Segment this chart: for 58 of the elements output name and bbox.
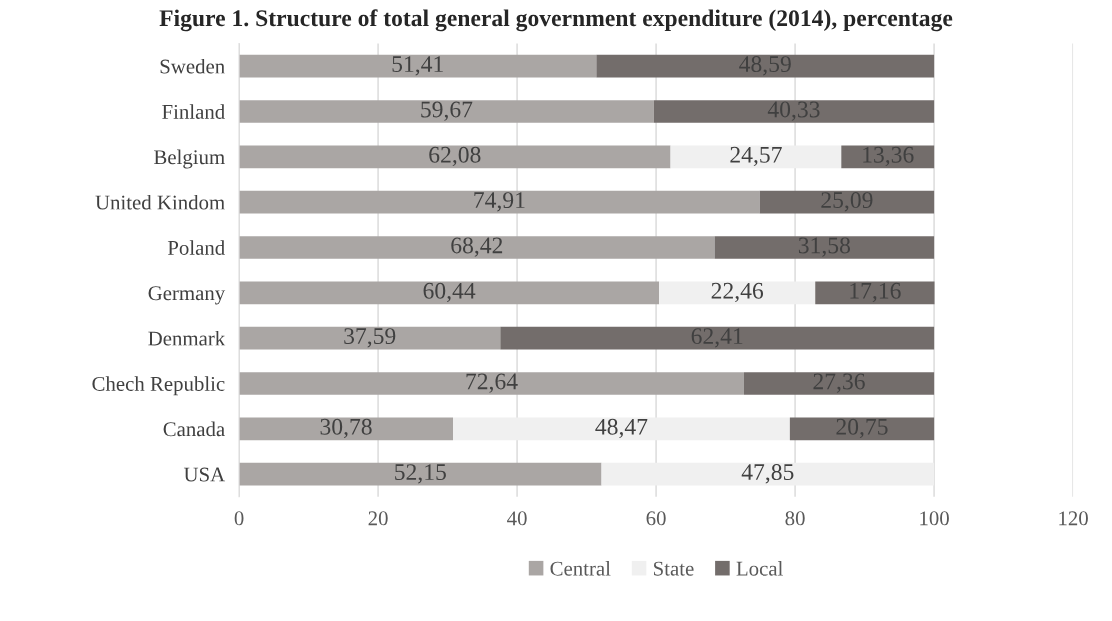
- bar: [759, 190, 935, 214]
- bar: [239, 281, 660, 305]
- bar: [239, 326, 501, 350]
- y-tick-label: USA: [183, 467, 226, 482]
- legend-label: Central: [550, 561, 611, 576]
- data-label: 51,41: [392, 56, 443, 76]
- data-label: 30,78: [320, 418, 372, 439]
- bar: [601, 462, 935, 486]
- data-label: 74,91: [474, 192, 525, 212]
- data-label: 22,46: [711, 282, 764, 303]
- x-tick-label: 0: [234, 511, 244, 526]
- bar: [239, 145, 671, 169]
- bar: [714, 236, 935, 259]
- bar: [239, 417, 453, 441]
- x-tick-label: 80: [785, 511, 805, 526]
- data-label: 24,57: [730, 146, 782, 167]
- data-label: 47,85: [741, 464, 794, 484]
- bar: [239, 100, 654, 123]
- x-tick-label: 100: [920, 511, 949, 526]
- y-tick-label: Belgium: [154, 149, 225, 169]
- bar: [653, 100, 935, 123]
- data-label: 72,64: [466, 373, 518, 393]
- y-tick-label: United Kindom: [95, 194, 225, 210]
- data-label: 59,67: [421, 101, 473, 121]
- bar: [815, 281, 935, 305]
- bar: [239, 236, 715, 259]
- bar: [239, 462, 602, 486]
- x-tick-label: 20: [368, 511, 388, 526]
- bar: [743, 372, 935, 395]
- y-tick-label: Chech Republic: [92, 376, 225, 396]
- y-tick-label: Denmark: [148, 330, 226, 346]
- data-label: 48,47: [595, 418, 648, 439]
- y-tick-label: Germany: [148, 286, 226, 305]
- bar: [789, 417, 935, 441]
- bar: [841, 145, 935, 169]
- y-tick-label: Canada: [163, 421, 225, 437]
- x-tick-label: 60: [646, 511, 666, 526]
- data-label: 37,59: [344, 328, 396, 348]
- bar: [239, 190, 760, 214]
- data-label: 60,44: [423, 282, 476, 303]
- x-tick-label: 40: [507, 511, 527, 526]
- bar: [670, 145, 842, 169]
- y-tick-label: Poland: [167, 240, 225, 255]
- bar: [659, 281, 816, 305]
- chart-title: Figure 1. Structure of total general government expenditure (2014), percentage: [159, 9, 953, 32]
- bar: [500, 326, 935, 350]
- x-tick-label: 120: [1059, 511, 1088, 526]
- data-label: 68,42: [451, 237, 503, 257]
- legend-label: Local: [736, 561, 783, 576]
- y-tick-label: Sweden: [160, 58, 225, 74]
- data-label: 52,15: [395, 464, 446, 484]
- data-label: 62,08: [429, 146, 481, 167]
- legend-label: State: [654, 561, 694, 576]
- bar: [239, 372, 744, 395]
- y-tick-label: Finland: [162, 104, 225, 119]
- bar: [453, 417, 790, 441]
- bar: [239, 54, 597, 78]
- bar: [596, 54, 935, 78]
